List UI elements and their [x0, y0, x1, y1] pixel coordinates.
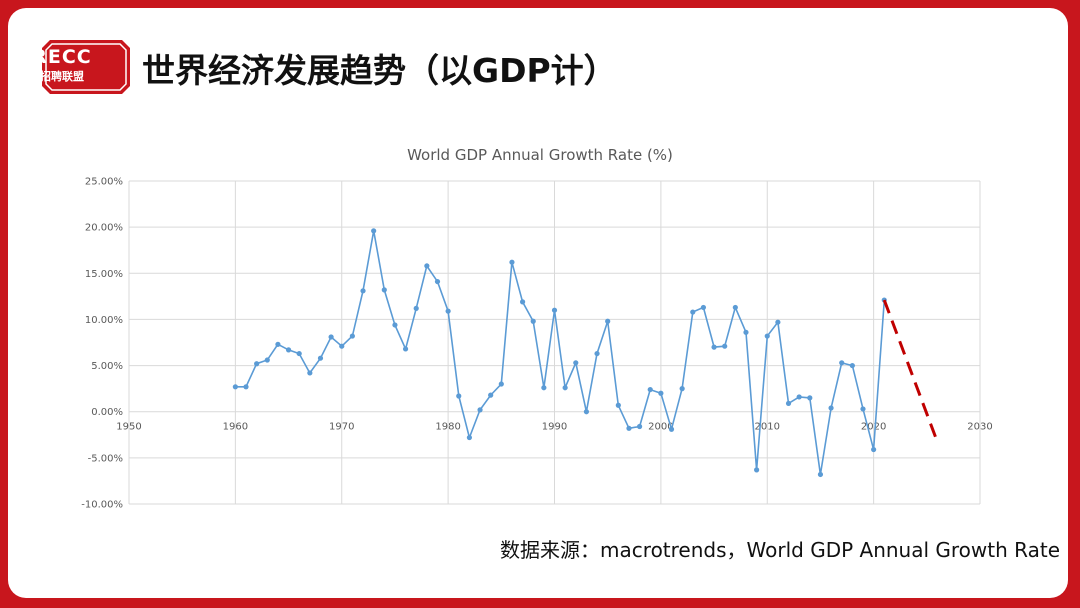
data-point [605, 318, 611, 324]
data-point [817, 471, 824, 478]
series-line [235, 230, 886, 475]
x-tick-label: 2010 [755, 422, 780, 433]
data-point [254, 361, 260, 367]
data-point [488, 392, 494, 398]
data-point [860, 406, 866, 412]
data-point [679, 386, 685, 392]
x-tick-label: 1990 [542, 422, 567, 433]
page-title: 世界经济发展趋势（以GDP计） [142, 51, 617, 90]
data-point [360, 288, 366, 294]
data-point [509, 259, 515, 265]
x-tick-label: 1960 [223, 422, 248, 433]
y-tick-label: 5.00% [91, 361, 123, 372]
x-tick-label: 2020 [861, 422, 886, 433]
data-point [807, 395, 813, 401]
data-point [690, 309, 696, 315]
data-point [711, 344, 717, 350]
data-point [339, 343, 345, 349]
data-point [541, 385, 547, 391]
logo-badge-icon [42, 40, 130, 94]
data-point [445, 308, 451, 314]
logo-text: RECC [32, 46, 92, 68]
data-point [839, 360, 845, 366]
data-point [871, 446, 877, 453]
y-tick-label: 25.00% [85, 177, 123, 188]
x-tick-label: 1970 [329, 422, 354, 433]
y-tick-label: -5.00% [88, 453, 123, 464]
y-tick-label: 10.00% [85, 315, 123, 326]
data-point [285, 347, 292, 353]
data-point [796, 394, 802, 400]
data-point [264, 357, 270, 363]
y-tick-label: -10.00% [81, 500, 123, 511]
data-point [647, 386, 653, 393]
data-source-note: 数据来源：macrotrends，World GDP Annual Growth… [500, 538, 1060, 562]
data-point [413, 305, 419, 311]
data-point [477, 407, 483, 413]
data-point [232, 384, 238, 390]
y-tick-label: 20.00% [85, 223, 123, 234]
data-point [700, 304, 707, 311]
data-point [456, 393, 462, 399]
data-point [583, 409, 590, 415]
data-point [328, 334, 334, 340]
data-point [849, 362, 855, 369]
data-point [371, 228, 377, 234]
data-point [296, 350, 302, 357]
data-point [275, 341, 281, 347]
chart-title: World GDP Annual Growth Rate (%) [407, 146, 673, 164]
x-tick-label: 1950 [116, 422, 141, 433]
data-point [785, 400, 792, 407]
data-point [668, 426, 675, 432]
slide [8, 8, 1068, 598]
data-point [349, 333, 355, 339]
data-point [594, 350, 600, 357]
x-tick-label: 2000 [648, 422, 673, 433]
data-point [434, 278, 441, 285]
data-point [551, 307, 558, 313]
data-point [764, 333, 770, 339]
projection-trend-line [882, 299, 939, 443]
y-tick-label: 15.00% [85, 269, 123, 280]
data-point [392, 322, 398, 328]
x-tick-label: 1980 [435, 422, 460, 433]
data-point [307, 370, 313, 376]
logo-subtext: 招聘联盟 [40, 70, 84, 83]
data-point [637, 423, 643, 430]
data-point [658, 390, 664, 396]
data-point [381, 287, 387, 293]
data-point [562, 385, 568, 391]
data-point [498, 381, 504, 387]
y-tick-label: 0.00% [91, 407, 123, 418]
data-point [317, 355, 324, 361]
data-point [722, 343, 728, 349]
data-point [530, 318, 536, 324]
data-point [466, 434, 472, 441]
data-point [743, 329, 749, 335]
data-point [402, 346, 409, 352]
data-point [424, 263, 430, 269]
data-point [243, 384, 249, 390]
data-point [626, 425, 632, 431]
data-point [732, 304, 738, 311]
data-point [828, 405, 834, 411]
data-point [519, 299, 526, 305]
data-point [615, 402, 621, 408]
data-point [754, 467, 760, 473]
data-point [573, 360, 579, 366]
x-tick-label: 2030 [967, 422, 992, 433]
data-point [775, 319, 781, 325]
